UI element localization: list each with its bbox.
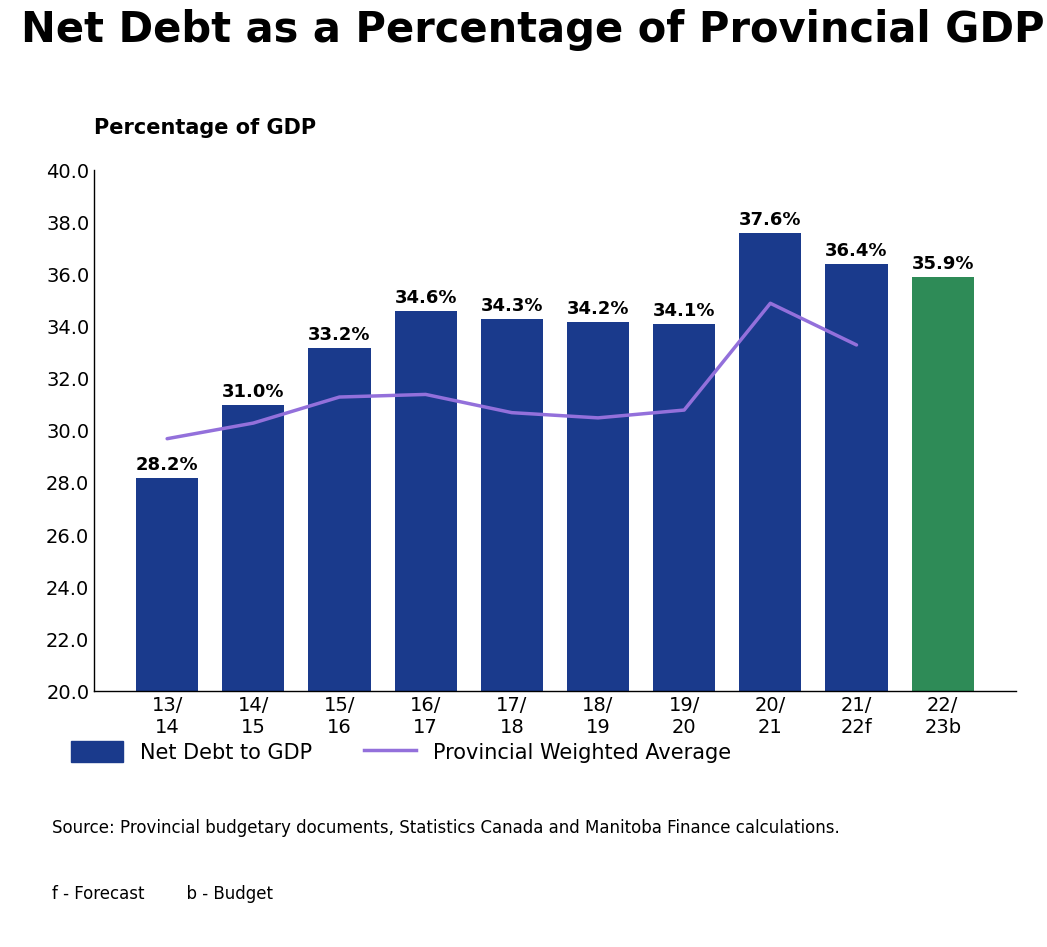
Text: Net Debt as a Percentage of Provincial GDP: Net Debt as a Percentage of Provincial G… [21, 9, 1045, 51]
Bar [309, 348, 371, 691]
Bar [739, 233, 801, 691]
Text: 34.2%: 34.2% [566, 299, 629, 317]
Text: 34.1%: 34.1% [653, 302, 715, 320]
Text: 36.4%: 36.4% [825, 242, 888, 260]
Bar [481, 319, 542, 691]
Text: 31.0%: 31.0% [222, 383, 285, 401]
Bar [825, 264, 888, 691]
Text: 33.2%: 33.2% [308, 326, 371, 344]
Bar [567, 321, 629, 691]
Text: 37.6%: 37.6% [739, 211, 802, 229]
Legend: Net Debt to GDP, Provincial Weighted Average: Net Debt to GDP, Provincial Weighted Ave… [63, 732, 739, 771]
Text: 34.3%: 34.3% [481, 297, 543, 315]
Bar [912, 277, 974, 691]
Bar [653, 324, 715, 691]
Text: 28.2%: 28.2% [136, 456, 199, 474]
Text: 35.9%: 35.9% [912, 256, 974, 274]
Text: f - Forecast        b - Budget: f - Forecast b - Budget [52, 885, 273, 903]
Text: 34.6%: 34.6% [395, 289, 456, 307]
Bar [222, 404, 285, 691]
Text: Source: Provincial budgetary documents, Statistics Canada and Manitoba Finance c: Source: Provincial budgetary documents, … [52, 819, 840, 837]
Bar [136, 477, 198, 691]
Bar [395, 311, 456, 691]
Text: Percentage of GDP: Percentage of GDP [94, 118, 316, 138]
